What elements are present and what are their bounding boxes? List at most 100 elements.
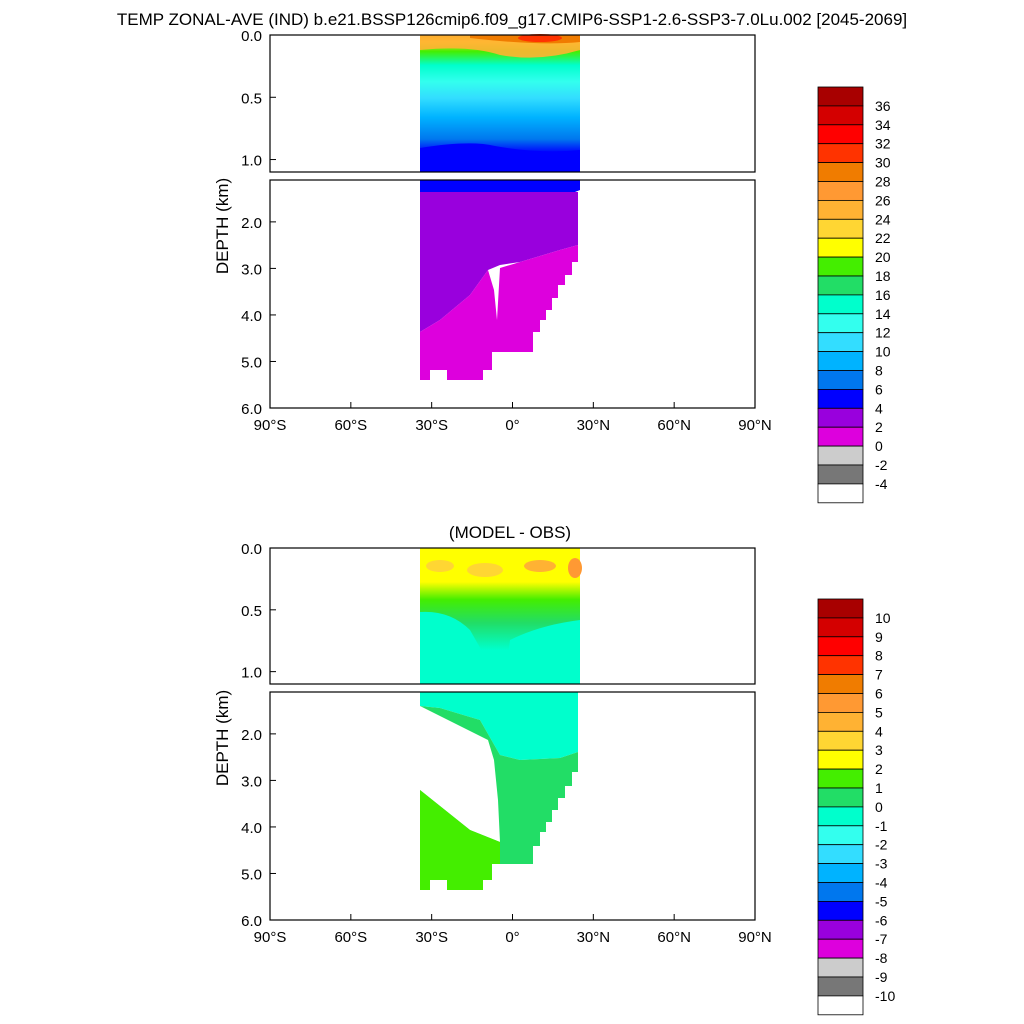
colorbar-label: 12	[875, 325, 891, 341]
y-tick-label: 6.0	[241, 913, 262, 930]
colorbar-swatch	[817, 957, 864, 978]
colorbar-label: 0	[875, 438, 883, 454]
x-tick-label: 90°N	[738, 417, 772, 434]
colorbar-label: -8	[875, 950, 888, 966]
diff-x-ticks: 90°S 60°S 30°S 0° 30°N 60°N 90°N	[254, 914, 772, 946]
y-tick-label: 0.5	[241, 603, 262, 620]
colorbar-label: 2	[875, 419, 883, 435]
colorbar-label: 7	[875, 667, 883, 683]
colorbar-swatch	[817, 749, 864, 770]
colorbar-swatch	[817, 636, 864, 657]
colorbar-swatch	[817, 976, 864, 997]
colorbar-label: 14	[875, 306, 891, 322]
x-tick-label: 30°S	[415, 929, 448, 946]
colorbar-swatch	[817, 332, 864, 353]
colorbar-swatch	[817, 370, 864, 390]
colorbar-swatch	[817, 674, 864, 694]
x-tick-label: 0°	[505, 417, 519, 434]
x-tick-label: 30°N	[577, 929, 611, 946]
colorbar-swatch	[817, 445, 864, 466]
colorbar-swatch	[817, 806, 864, 827]
temp-y-ticks: 0.0 0.5 1.0 2.0 3.0 4.0 5.0 6.0	[241, 28, 276, 418]
colorbar-label: 0	[875, 799, 883, 815]
colorbar-label: 26	[875, 192, 891, 208]
colorbar-label: -4	[875, 476, 888, 492]
colorbar-label: 4	[875, 400, 883, 416]
colorbar-label: 24	[875, 211, 891, 227]
colorbar-label: 8	[875, 363, 883, 379]
diff-y-ticks: 0.0 0.5 1.0 2.0 3.0 4.0 5.0 6.0	[241, 541, 276, 930]
colorbar-swatch	[817, 938, 864, 959]
colorbar-label: -9	[875, 969, 888, 985]
colorbar-label: -6	[875, 912, 888, 928]
colorbar-label: 9	[875, 629, 883, 645]
diff-lower-field	[420, 692, 578, 890]
colorbar-label: 28	[875, 174, 891, 190]
x-tick-label: 0°	[505, 929, 519, 946]
temp-ylabel: DEPTH (km)	[213, 178, 232, 274]
colorbar-label: 20	[875, 249, 891, 265]
y-tick-label: 0.5	[241, 90, 262, 107]
colorbar-swatch	[817, 86, 864, 107]
colorbar-label: 8	[875, 648, 883, 664]
y-tick-label: 6.0	[241, 401, 262, 418]
colorbar-swatch	[817, 730, 864, 751]
colorbar-swatch	[817, 655, 864, 676]
colorbar-label: 16	[875, 287, 891, 303]
colorbar-swatch	[817, 882, 864, 902]
y-tick-label: 1.0	[241, 153, 262, 170]
colorbar-swatch	[817, 313, 864, 334]
x-tick-label: 30°S	[415, 417, 448, 434]
colorbar-label: -1	[875, 818, 888, 834]
colorbar-swatch	[817, 351, 864, 371]
x-tick-label: 60°N	[657, 417, 691, 434]
colorbar-label: 3	[875, 742, 883, 758]
y-tick-label: 2.0	[241, 215, 262, 232]
y-tick-label: 0.0	[241, 541, 262, 558]
x-tick-label: 90°N	[738, 929, 772, 946]
colorbar-swatch	[817, 105, 864, 126]
colorbar-label: 18	[875, 268, 891, 284]
y-tick-label: 4.0	[241, 308, 262, 325]
diff-upper-field	[420, 548, 582, 684]
diff-ylabel: DEPTH (km)	[213, 690, 232, 786]
y-tick-label: 4.0	[241, 820, 262, 837]
colorbar-label: -2	[875, 837, 888, 853]
colorbar-swatch	[817, 124, 864, 145]
y-tick-label: 5.0	[241, 866, 262, 883]
x-tick-label: 60°S	[334, 417, 367, 434]
colorbar-swatch	[817, 844, 864, 865]
colorbar-label: -7	[875, 931, 888, 947]
colorbar-swatch	[817, 407, 864, 428]
colorbar-swatch	[817, 218, 864, 239]
colorbar-label: 10	[875, 610, 891, 626]
colorbar-label: -3	[875, 856, 888, 872]
y-tick-label: 3.0	[241, 773, 262, 790]
temp-x-ticks: 90°S 60°S 30°S 0° 30°N 60°N 90°N	[254, 402, 772, 434]
colorbar-label: 30	[875, 155, 891, 171]
colorbar-swatch	[817, 275, 864, 296]
colorbar-swatch	[817, 162, 864, 182]
x-tick-label: 60°N	[657, 929, 691, 946]
colorbar-swatch	[817, 825, 864, 846]
temp-upper-field	[420, 34, 580, 172]
y-tick-label: 3.0	[241, 261, 262, 278]
y-tick-label: 0.0	[241, 28, 262, 45]
x-tick-label: 90°S	[254, 417, 287, 434]
colorbar-label: 22	[875, 230, 891, 246]
colorbar-swatch	[817, 143, 864, 163]
x-tick-label: 60°S	[334, 929, 367, 946]
figure-title: TEMP ZONAL-AVE (IND) b.e21.BSSP126cmip6.…	[117, 10, 907, 29]
colorbar-label: -2	[875, 457, 888, 473]
colorbar-swatch	[817, 693, 864, 713]
colorbar-swatch	[817, 787, 864, 808]
colorbar-swatch	[817, 294, 864, 315]
colorbar-label: 5	[875, 704, 883, 720]
temp-lower-field	[420, 180, 580, 380]
colorbar-swatch	[817, 181, 864, 201]
colorbar-label: 4	[875, 723, 883, 739]
colorbar-swatch	[817, 863, 864, 883]
